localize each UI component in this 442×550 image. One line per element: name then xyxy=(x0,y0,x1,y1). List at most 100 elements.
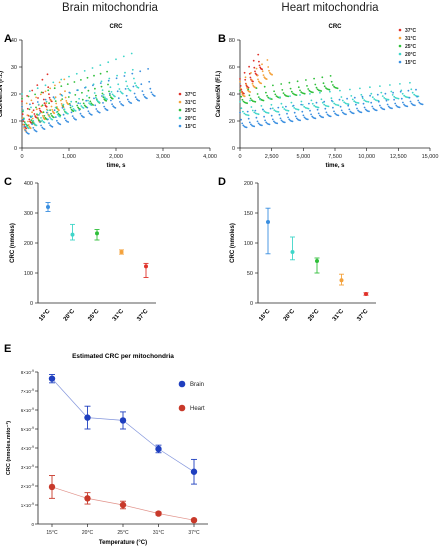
trace-point-b xyxy=(268,69,270,72)
trace-point-a xyxy=(37,97,39,99)
trace-point-b xyxy=(351,98,354,101)
trace-point-a xyxy=(55,111,58,113)
trace-point-b xyxy=(306,118,309,121)
trace-point-b xyxy=(327,105,330,108)
trace-point-a xyxy=(110,91,113,93)
data-point-c xyxy=(144,264,148,269)
x-tick-label-a: 1,000 xyxy=(62,154,76,160)
trace-point-b xyxy=(247,114,250,117)
trace-point-a xyxy=(31,115,33,118)
trace-point-b xyxy=(323,103,326,106)
legend-label-brain: Brain xyxy=(190,382,204,388)
trace-point-b xyxy=(287,116,289,119)
trace-point-a xyxy=(31,117,34,120)
data-point-c xyxy=(95,231,99,236)
trace-point-a xyxy=(111,103,113,106)
trace-point-b xyxy=(241,122,244,125)
y-tick-label-e: 5×10-9 xyxy=(21,426,34,432)
trace-point-a xyxy=(45,111,48,114)
trace-point-a xyxy=(35,124,38,127)
legend-label-a: 37°C xyxy=(185,92,197,98)
trace-point-b xyxy=(261,63,263,66)
series-heart xyxy=(48,475,198,524)
legend-marker-a xyxy=(178,116,182,120)
trace-point-a xyxy=(111,97,114,100)
trace-point-b xyxy=(413,93,416,96)
trace-point-a xyxy=(45,100,48,103)
trace-point-b xyxy=(302,114,305,117)
trace-point-b xyxy=(313,77,315,80)
trace-point-a xyxy=(41,111,43,114)
trace-point-b xyxy=(253,66,256,69)
trace-point-b xyxy=(283,121,286,124)
trace-point-a xyxy=(104,107,107,110)
trace-point-b xyxy=(389,84,391,86)
trace-point-b xyxy=(330,99,333,102)
trace-point-a xyxy=(112,105,115,108)
trace-point-b xyxy=(274,110,277,112)
trace-point-b xyxy=(366,100,368,103)
trace-point-a xyxy=(59,115,61,118)
trace-point-a xyxy=(31,123,33,126)
trace-point-a xyxy=(25,102,28,105)
y-tick-label-e: 3×10-9 xyxy=(21,464,34,470)
trace-point-a xyxy=(150,91,153,94)
trace-point-b xyxy=(269,107,272,110)
trace-point-a xyxy=(60,94,63,96)
trace-point-b xyxy=(345,113,347,116)
legend-label-a: 25°C xyxy=(185,108,197,114)
trace-point-b xyxy=(254,70,256,73)
x-tick-label-b: 7,500 xyxy=(328,154,342,160)
trace-point-b xyxy=(357,102,360,104)
x-tick-label-e: 20°C xyxy=(82,530,94,536)
trace-point-a xyxy=(75,72,78,75)
trace-point-b xyxy=(409,81,411,84)
y-tick-label-b: 40 xyxy=(229,92,235,98)
trace-point-a xyxy=(101,89,104,91)
y-axis-label-b: CaGreen5N (F.I.) xyxy=(216,71,222,117)
trace-point-a xyxy=(67,96,70,98)
trace-point-a xyxy=(107,83,109,86)
trace-point-b xyxy=(273,120,275,123)
trace-point-b xyxy=(284,109,287,111)
trace-point-a xyxy=(52,81,55,84)
trace-point-b xyxy=(239,80,241,83)
trace-point-b xyxy=(369,94,371,97)
trace-point-b xyxy=(291,120,294,123)
x-tick-label-a: 2,000 xyxy=(109,154,123,160)
trace-point-a xyxy=(88,102,90,104)
trace-point-a xyxy=(62,103,65,106)
trace-point-b xyxy=(315,101,318,104)
trace-point-b xyxy=(320,98,323,101)
trace-point-b xyxy=(254,112,257,115)
trace-point-a xyxy=(102,93,105,96)
legend-marker-a xyxy=(178,92,182,96)
trace-point-b xyxy=(270,98,273,100)
trace-point-a xyxy=(134,82,136,85)
trace-point-a xyxy=(30,99,33,102)
trace-point-a xyxy=(66,83,69,85)
trace-point-a xyxy=(106,109,109,112)
trace-point-b xyxy=(315,86,318,89)
trace-point-b xyxy=(295,117,298,120)
trace-point-a xyxy=(69,106,72,109)
data-point-brain xyxy=(155,445,162,453)
trace-point-a xyxy=(153,95,156,97)
trace-point-a xyxy=(35,108,38,111)
trace-point-b xyxy=(274,93,277,96)
trace-point-a xyxy=(81,91,83,94)
trace-point-a xyxy=(24,129,27,132)
trace-point-a xyxy=(122,55,125,58)
trace-point-a xyxy=(45,105,48,108)
trace-point-b xyxy=(406,105,409,108)
trace-point-a xyxy=(101,92,104,95)
trace-point-a xyxy=(76,89,79,92)
trace-point-b xyxy=(390,90,393,93)
trace-point-b xyxy=(403,103,405,106)
trace-point-b xyxy=(387,98,390,101)
x-tick-label-a: 0 xyxy=(20,154,23,160)
trace-point-a xyxy=(67,121,70,123)
trace-point-a xyxy=(121,92,124,95)
trace-point-b xyxy=(290,90,293,93)
trace-point-a xyxy=(67,112,69,115)
